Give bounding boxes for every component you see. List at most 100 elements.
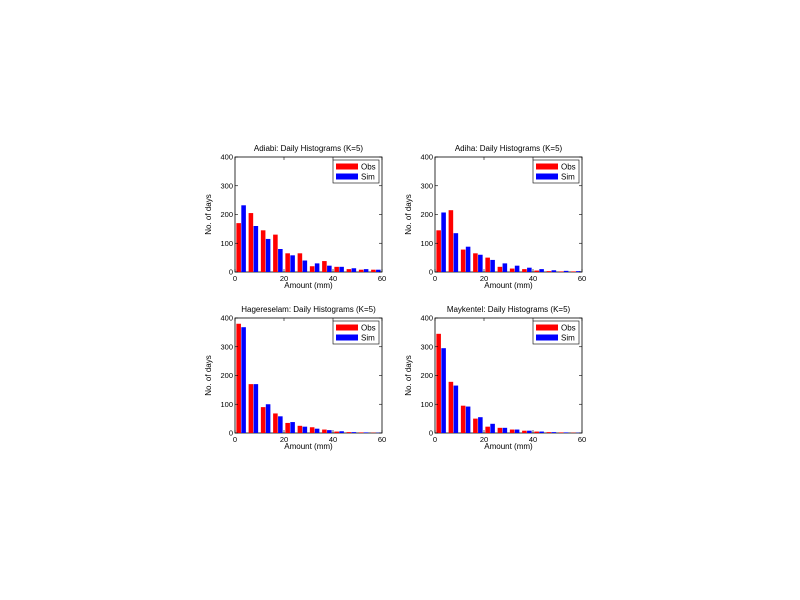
x-tick-labels: 0 20 40 60 xyxy=(233,274,386,283)
y-tick-label: 100 xyxy=(420,239,433,248)
bar-sim xyxy=(453,233,459,272)
bar-sim xyxy=(278,416,283,433)
bar-obs xyxy=(236,223,241,272)
x-tick-label: 40 xyxy=(529,435,537,444)
bar-sim xyxy=(576,271,581,272)
bar-sim xyxy=(478,254,483,272)
bar-sim xyxy=(339,431,344,433)
bar-obs xyxy=(509,429,515,433)
x-tick-labels: 0 20 40 60 xyxy=(433,274,586,283)
y-tick-label: 400 xyxy=(420,314,433,323)
bar-obs xyxy=(358,269,364,272)
bar-sim xyxy=(465,406,471,433)
x-axis-label: Amount (mm) xyxy=(484,281,533,290)
bar-obs xyxy=(309,427,315,433)
legend: Obs Sim xyxy=(532,159,580,184)
bar-obs xyxy=(285,422,290,433)
panel-title: Maykentel: Daily Histograms (K=5) xyxy=(447,305,571,314)
bar-obs xyxy=(448,210,454,272)
x-tick-label: 0 xyxy=(433,435,437,444)
bar-sim xyxy=(314,263,320,272)
bar-sim xyxy=(490,259,495,272)
bar-obs xyxy=(448,381,454,433)
bar-sim xyxy=(551,432,557,433)
bar-sim xyxy=(502,427,508,433)
bar-sim xyxy=(351,432,357,433)
bar-obs xyxy=(473,418,478,433)
x-axis-label: Amount (mm) xyxy=(284,281,333,290)
bar-sim xyxy=(253,384,259,433)
x-tick-label: 20 xyxy=(280,435,288,444)
bar-obs xyxy=(334,266,339,272)
bar-sim xyxy=(539,431,544,433)
bar-sim xyxy=(351,268,357,272)
bar-obs xyxy=(485,426,490,433)
bar-sim xyxy=(290,255,295,272)
bar-obs xyxy=(371,269,376,272)
bar-obs xyxy=(248,384,254,433)
bar-obs xyxy=(473,253,478,272)
panel-title: Adiabi: Daily Histograms (K=5) xyxy=(254,144,363,153)
bars xyxy=(236,205,381,272)
bar-sim xyxy=(253,226,259,272)
x-tick-label: 40 xyxy=(529,274,537,283)
y-tick-label: 200 xyxy=(420,210,433,219)
bar-sim xyxy=(241,327,246,433)
x-tick-label: 60 xyxy=(378,274,386,283)
legend-swatch-obs xyxy=(536,324,558,331)
x-tick-label: 40 xyxy=(329,274,337,283)
bar-obs xyxy=(436,333,441,433)
bar-sim xyxy=(527,430,532,433)
legend-label-sim: Sim xyxy=(561,334,575,343)
bar-sim xyxy=(563,270,569,272)
bar-obs xyxy=(309,266,315,272)
legend: Obs Sim xyxy=(532,320,580,345)
bar-sim xyxy=(339,266,344,272)
panel-adiha: Adiha: Daily Histograms (K=5) 0 20 40 60… xyxy=(404,144,586,290)
bar-sim xyxy=(327,265,332,272)
bar-obs xyxy=(460,249,466,272)
bar-sim xyxy=(278,249,283,272)
y-tick-label: 200 xyxy=(220,210,233,219)
x-tick-label: 0 xyxy=(433,274,437,283)
bar-sim xyxy=(514,265,520,272)
x-tick-label: 0 xyxy=(233,435,237,444)
bar-obs xyxy=(297,425,303,433)
y-tick-labels: 0 100 200 300 400 xyxy=(220,314,233,438)
bar-sim xyxy=(563,432,569,433)
bar-obs xyxy=(497,266,503,272)
y-tick-labels: 0 100 200 300 400 xyxy=(420,314,433,438)
bar-sim xyxy=(376,269,381,272)
axis-ticks xyxy=(434,317,583,434)
y-tick-label: 200 xyxy=(420,371,433,380)
y-tick-label: 400 xyxy=(220,314,233,323)
legend-label-obs: Obs xyxy=(561,163,576,172)
bar-sim xyxy=(265,238,271,272)
bar-obs xyxy=(436,230,441,272)
legend-swatch-obs xyxy=(536,163,558,170)
bar-sim xyxy=(478,417,483,433)
bar-obs xyxy=(534,270,539,272)
bar-obs xyxy=(522,430,527,433)
x-axis-label: Amount (mm) xyxy=(284,442,333,451)
y-tick-label: 300 xyxy=(220,342,233,351)
x-axis-label: Amount (mm) xyxy=(484,442,533,451)
y-tick-label: 0 xyxy=(429,429,433,438)
y-axis-label: No. of days xyxy=(204,194,213,234)
y-axis-label: No. of days xyxy=(404,194,413,234)
legend-label-sim: Sim xyxy=(361,173,375,182)
bar-obs xyxy=(285,253,290,272)
bar-obs xyxy=(534,431,539,433)
y-tick-label: 0 xyxy=(229,429,233,438)
x-tick-labels: 0 20 40 60 xyxy=(233,435,386,444)
y-axis-label: No. of days xyxy=(204,355,213,395)
bar-obs xyxy=(260,230,266,272)
bar-sim xyxy=(241,205,246,272)
y-tick-label: 0 xyxy=(229,268,233,277)
bar-obs xyxy=(497,427,503,433)
bar-obs xyxy=(334,431,339,433)
bar-obs xyxy=(522,269,527,272)
bars xyxy=(436,333,581,433)
bar-sim xyxy=(265,404,271,433)
